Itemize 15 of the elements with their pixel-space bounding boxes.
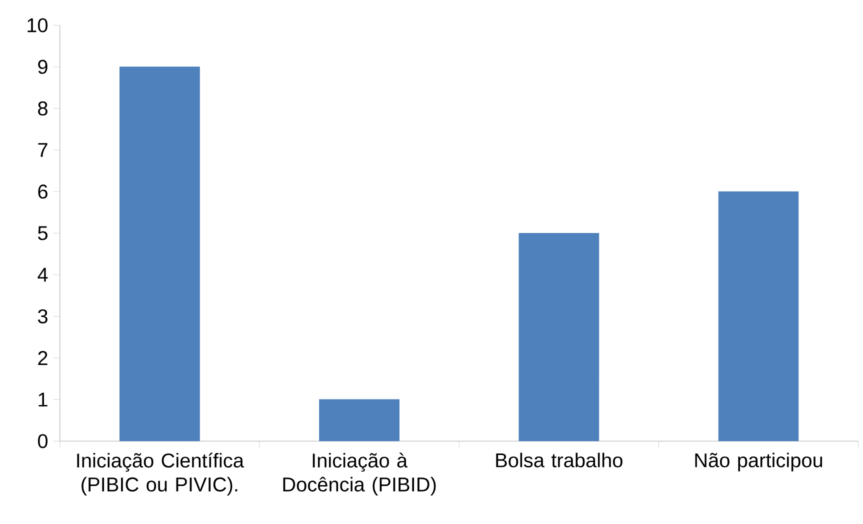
x-tick-label: Iniciação Científica (PIBIC ou PIVIC).	[77, 452, 244, 496]
y-tick-label: 5	[38, 226, 48, 240]
y-tick-label: 3	[38, 309, 48, 324]
x-tick-label: Iniciação à Docência (PIBID)	[283, 452, 436, 496]
x-tick-label: Bolsa trabalho	[496, 452, 622, 468]
x-tick-label: Não participou	[695, 452, 822, 472]
y-tick-label: 9	[38, 60, 48, 74]
y-tick-label: 2	[38, 351, 48, 365]
y-tick-label: 1	[38, 392, 48, 406]
y-tick-label: 8	[38, 101, 48, 116]
y-tick-label: 10	[28, 18, 48, 32]
y-tick-label: 6	[38, 184, 48, 199]
y-tick-label: 7	[38, 143, 48, 157]
y-tick-label: 4	[38, 268, 48, 282]
y-tick-label: 0	[38, 434, 48, 448]
